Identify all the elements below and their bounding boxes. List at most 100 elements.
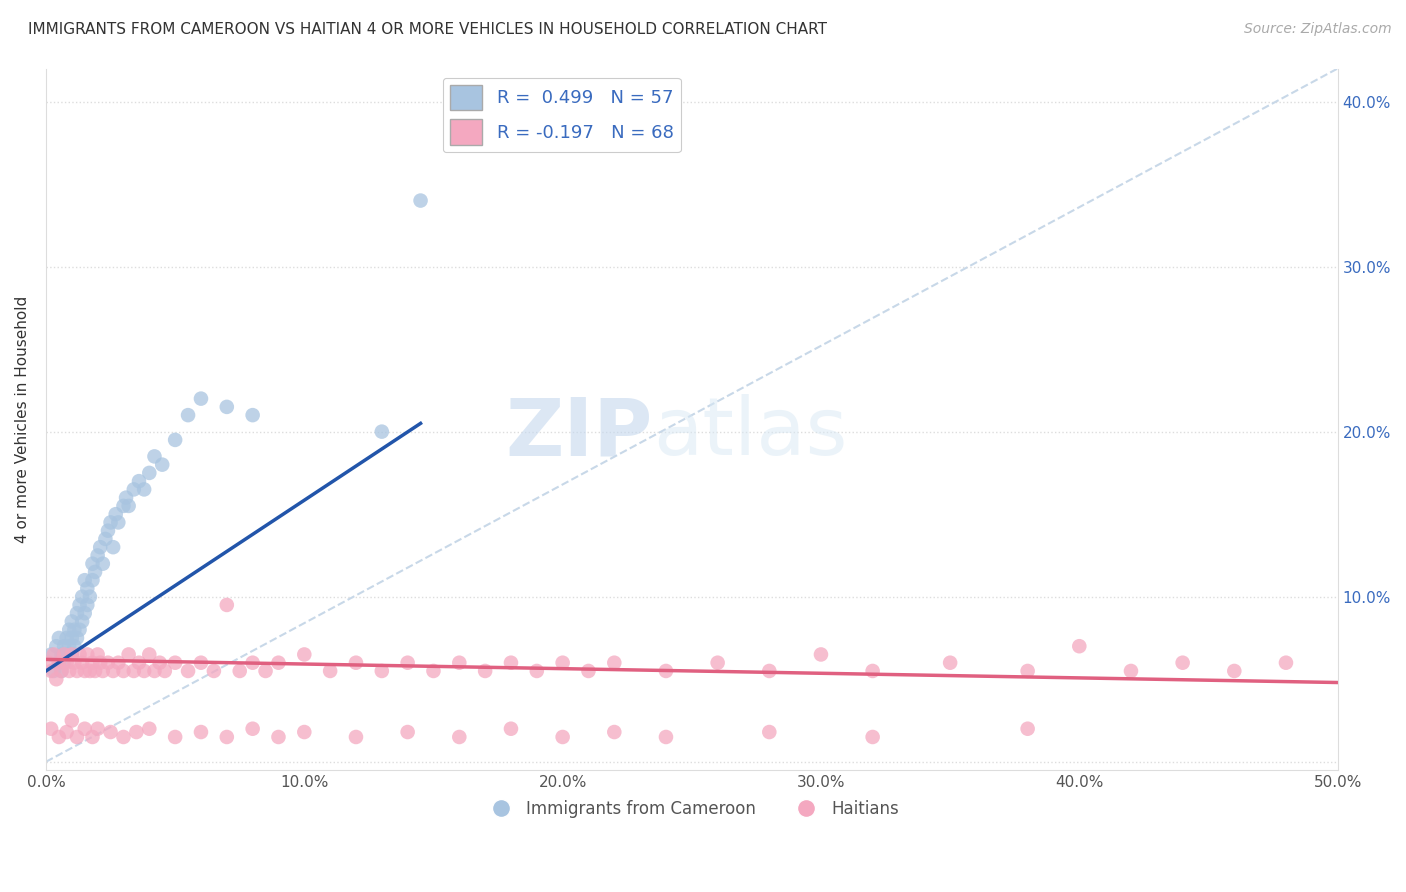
Point (39, 722, 62, 736)
Point (125, 725, 148, 739)
Point (69, 598, 91, 612)
Y-axis label: 4 or more Vehicles in Household: 4 or more Vehicles in Household (15, 295, 30, 543)
Point (63, 623, 86, 637)
Point (396, 656, 419, 670)
Point (53, 648, 76, 662)
Point (551, 730, 574, 744)
Point (112, 664, 135, 678)
Point (100, 725, 122, 739)
Point (758, 664, 780, 678)
Point (97, 656, 120, 670)
Point (48, 730, 70, 744)
Point (1017, 722, 1039, 736)
Point (73, 573, 96, 587)
Point (66, 664, 89, 678)
Point (449, 656, 471, 670)
Point (51, 664, 73, 678)
Point (150, 458, 173, 472)
Point (60, 615, 83, 629)
Point (55, 656, 77, 670)
Point (1017, 664, 1039, 678)
Point (190, 725, 212, 739)
Point (242, 722, 264, 736)
Point (38, 656, 60, 670)
Point (117, 499, 139, 513)
Point (202, 664, 225, 678)
Point (215, 598, 238, 612)
Point (242, 408, 264, 422)
Point (69, 623, 91, 637)
Point (190, 656, 212, 670)
Point (89, 540, 111, 554)
Point (706, 656, 728, 670)
Point (66, 606, 89, 620)
Point (79, 590, 101, 604)
Point (115, 491, 138, 505)
Point (215, 730, 238, 744)
Point (655, 664, 678, 678)
Point (58, 664, 80, 678)
Point (107, 516, 129, 530)
Point (48, 656, 70, 670)
Point (86, 722, 108, 736)
Point (862, 664, 884, 678)
Point (138, 466, 160, 480)
Point (51, 648, 73, 662)
Point (165, 656, 187, 670)
Point (371, 664, 394, 678)
Point (70, 590, 93, 604)
Point (58, 623, 80, 637)
Point (177, 664, 200, 678)
Point (76, 598, 98, 612)
Point (48, 656, 70, 670)
Point (422, 664, 444, 678)
Point (1275, 656, 1298, 670)
Point (138, 722, 160, 736)
Point (499, 656, 522, 670)
Point (112, 499, 135, 513)
Point (134, 483, 156, 497)
Point (107, 656, 129, 670)
Point (104, 507, 127, 521)
Point (82, 573, 104, 587)
Point (63, 656, 86, 670)
Text: IMMIGRANTS FROM CAMEROON VS HAITIAN 4 OR MORE VEHICLES IN HOUSEHOLD CORRELATION : IMMIGRANTS FROM CAMEROON VS HAITIAN 4 OR… (28, 22, 827, 37)
Point (70, 615, 93, 629)
Point (134, 664, 156, 678)
Point (73, 664, 96, 678)
Point (1223, 664, 1246, 678)
Text: ZIP: ZIP (506, 394, 652, 472)
Point (45, 672, 67, 686)
Point (58, 639, 80, 653)
Point (97, 524, 120, 538)
Text: Source: ZipAtlas.com: Source: ZipAtlas.com (1244, 22, 1392, 37)
Point (292, 648, 315, 662)
Point (319, 664, 342, 678)
Point (76, 648, 98, 662)
Point (143, 450, 166, 464)
Point (1171, 656, 1194, 670)
Point (84, 565, 107, 579)
Point (82, 730, 104, 744)
Point (371, 425, 394, 439)
Point (55, 631, 77, 645)
Point (66, 631, 89, 645)
Point (165, 730, 187, 744)
Point (551, 656, 574, 670)
Point (939, 656, 962, 670)
Point (39, 664, 62, 678)
Point (51, 664, 73, 678)
Point (122, 664, 145, 678)
Point (215, 400, 238, 414)
Point (94, 532, 117, 546)
Point (100, 516, 122, 530)
Point (101, 664, 124, 678)
Point (45, 639, 67, 653)
Point (177, 408, 200, 422)
Point (60, 631, 83, 645)
Point (655, 730, 678, 744)
Point (53, 656, 76, 670)
Point (267, 656, 290, 670)
Point (60, 648, 83, 662)
Point (128, 656, 150, 670)
